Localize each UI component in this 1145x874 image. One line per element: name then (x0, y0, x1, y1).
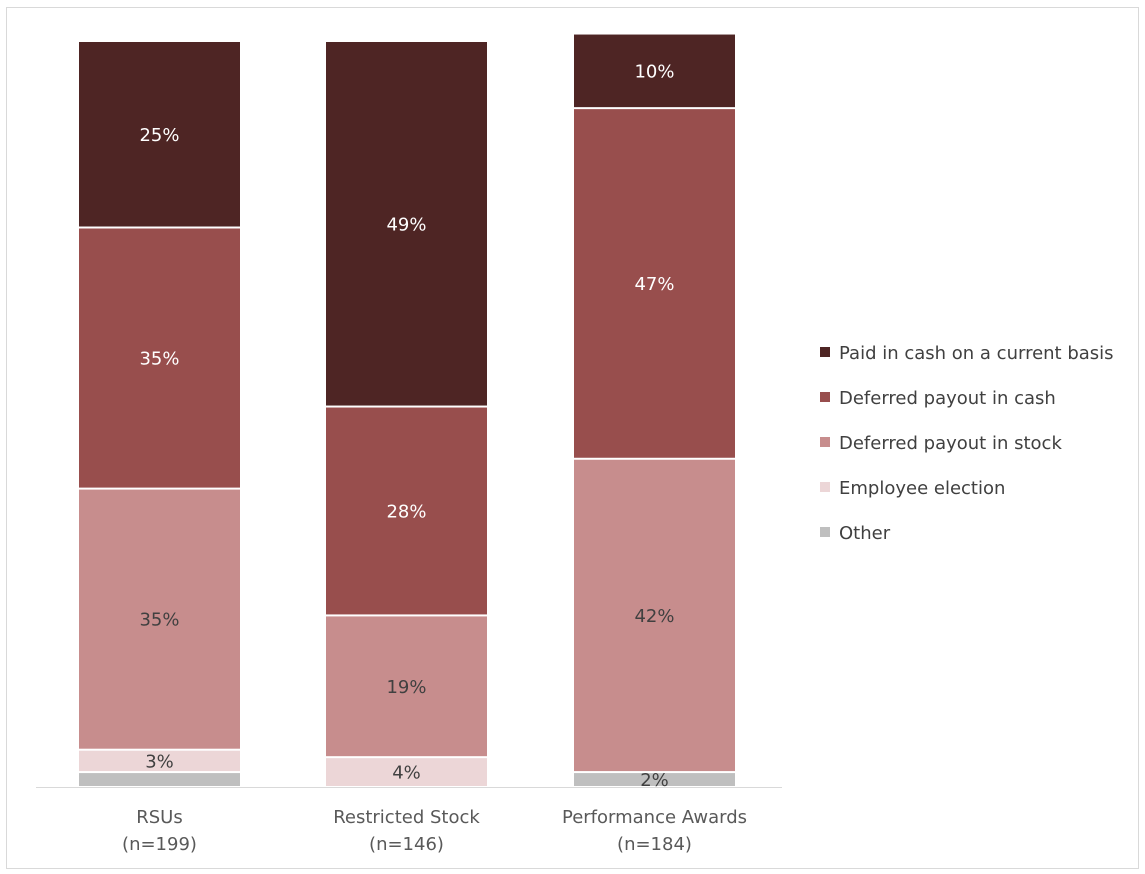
data-label-restricted-stock-paid-in-cash-on-a-current-basis: 49% (386, 214, 426, 235)
bar-segment-performance-awards-deferred-payout-in-cash (574, 109, 735, 458)
category-label-performance-awards: Performance Awards (562, 807, 747, 828)
bar-segment-rsus-other (79, 773, 240, 786)
legend-swatch-deferred-payout-in-stock (820, 437, 830, 447)
bar-segment-performance-awards-other (574, 773, 735, 786)
data-label-performance-awards-paid-in-cash-on-a-current-basis: 10% (634, 61, 674, 82)
bar-segment-rsus-deferred-payout-in-cash (79, 228, 240, 488)
bar-segment-rsus-paid-in-cash-on-a-current-basis (79, 42, 240, 227)
bar-segment-performance-awards-paid-in-cash-on-a-current-basis (574, 34, 735, 108)
data-label-restricted-stock-deferred-payout-in-cash: 28% (386, 501, 426, 522)
bar-segment-rsus-employee-election (79, 750, 240, 772)
bar-segment-rsus-deferred-payout-in-stock (79, 489, 240, 749)
bar-segment-restricted-stock-deferred-payout-in-cash (326, 407, 487, 615)
bar-segment-restricted-stock-employee-election (326, 758, 487, 786)
category-label-restricted-stock: Restricted Stock (333, 807, 480, 828)
bar-segment-restricted-stock-paid-in-cash-on-a-current-basis (326, 42, 487, 406)
data-label-rsus-deferred-payout-in-cash: 35% (139, 349, 179, 370)
category-label-rsus: RSUs (136, 807, 183, 828)
legend-label-paid-in-cash-on-a-current-basis: Paid in cash on a current basis (839, 343, 1114, 364)
legend-label-deferred-payout-in-cash: Deferred payout in cash (839, 388, 1056, 409)
legend-swatch-paid-in-cash-on-a-current-basis (820, 347, 830, 357)
data-label-rsus-deferred-payout-in-stock: 35% (139, 610, 179, 631)
data-label-performance-awards-other: 2% (640, 770, 669, 791)
data-label-rsus-employee-election: 3% (145, 751, 174, 772)
legend-swatch-employee-election (820, 482, 830, 492)
category-count-restricted-stock: (n=146) (369, 834, 444, 855)
legend-swatch-deferred-payout-in-cash (820, 392, 830, 402)
data-label-rsus-paid-in-cash-on-a-current-basis: 25% (139, 125, 179, 146)
legend-swatch-other (820, 527, 830, 537)
bar-segment-performance-awards-deferred-payout-in-stock (574, 459, 735, 772)
category-count-rsus: (n=199) (122, 834, 197, 855)
bar-segment-restricted-stock-deferred-payout-in-stock (326, 616, 487, 757)
category-count-performance-awards: (n=184) (617, 834, 692, 855)
legend-label-other: Other (839, 523, 891, 544)
data-label-restricted-stock-deferred-payout-in-stock: 19% (386, 677, 426, 698)
data-label-performance-awards-deferred-payout-in-stock: 42% (634, 606, 674, 627)
legend-label-deferred-payout-in-stock: Deferred payout in stock (839, 433, 1062, 454)
data-label-restricted-stock-employee-election: 4% (392, 763, 421, 784)
legend-label-employee-election: Employee election (839, 478, 1005, 499)
data-label-performance-awards-deferred-payout-in-cash: 47% (634, 274, 674, 295)
